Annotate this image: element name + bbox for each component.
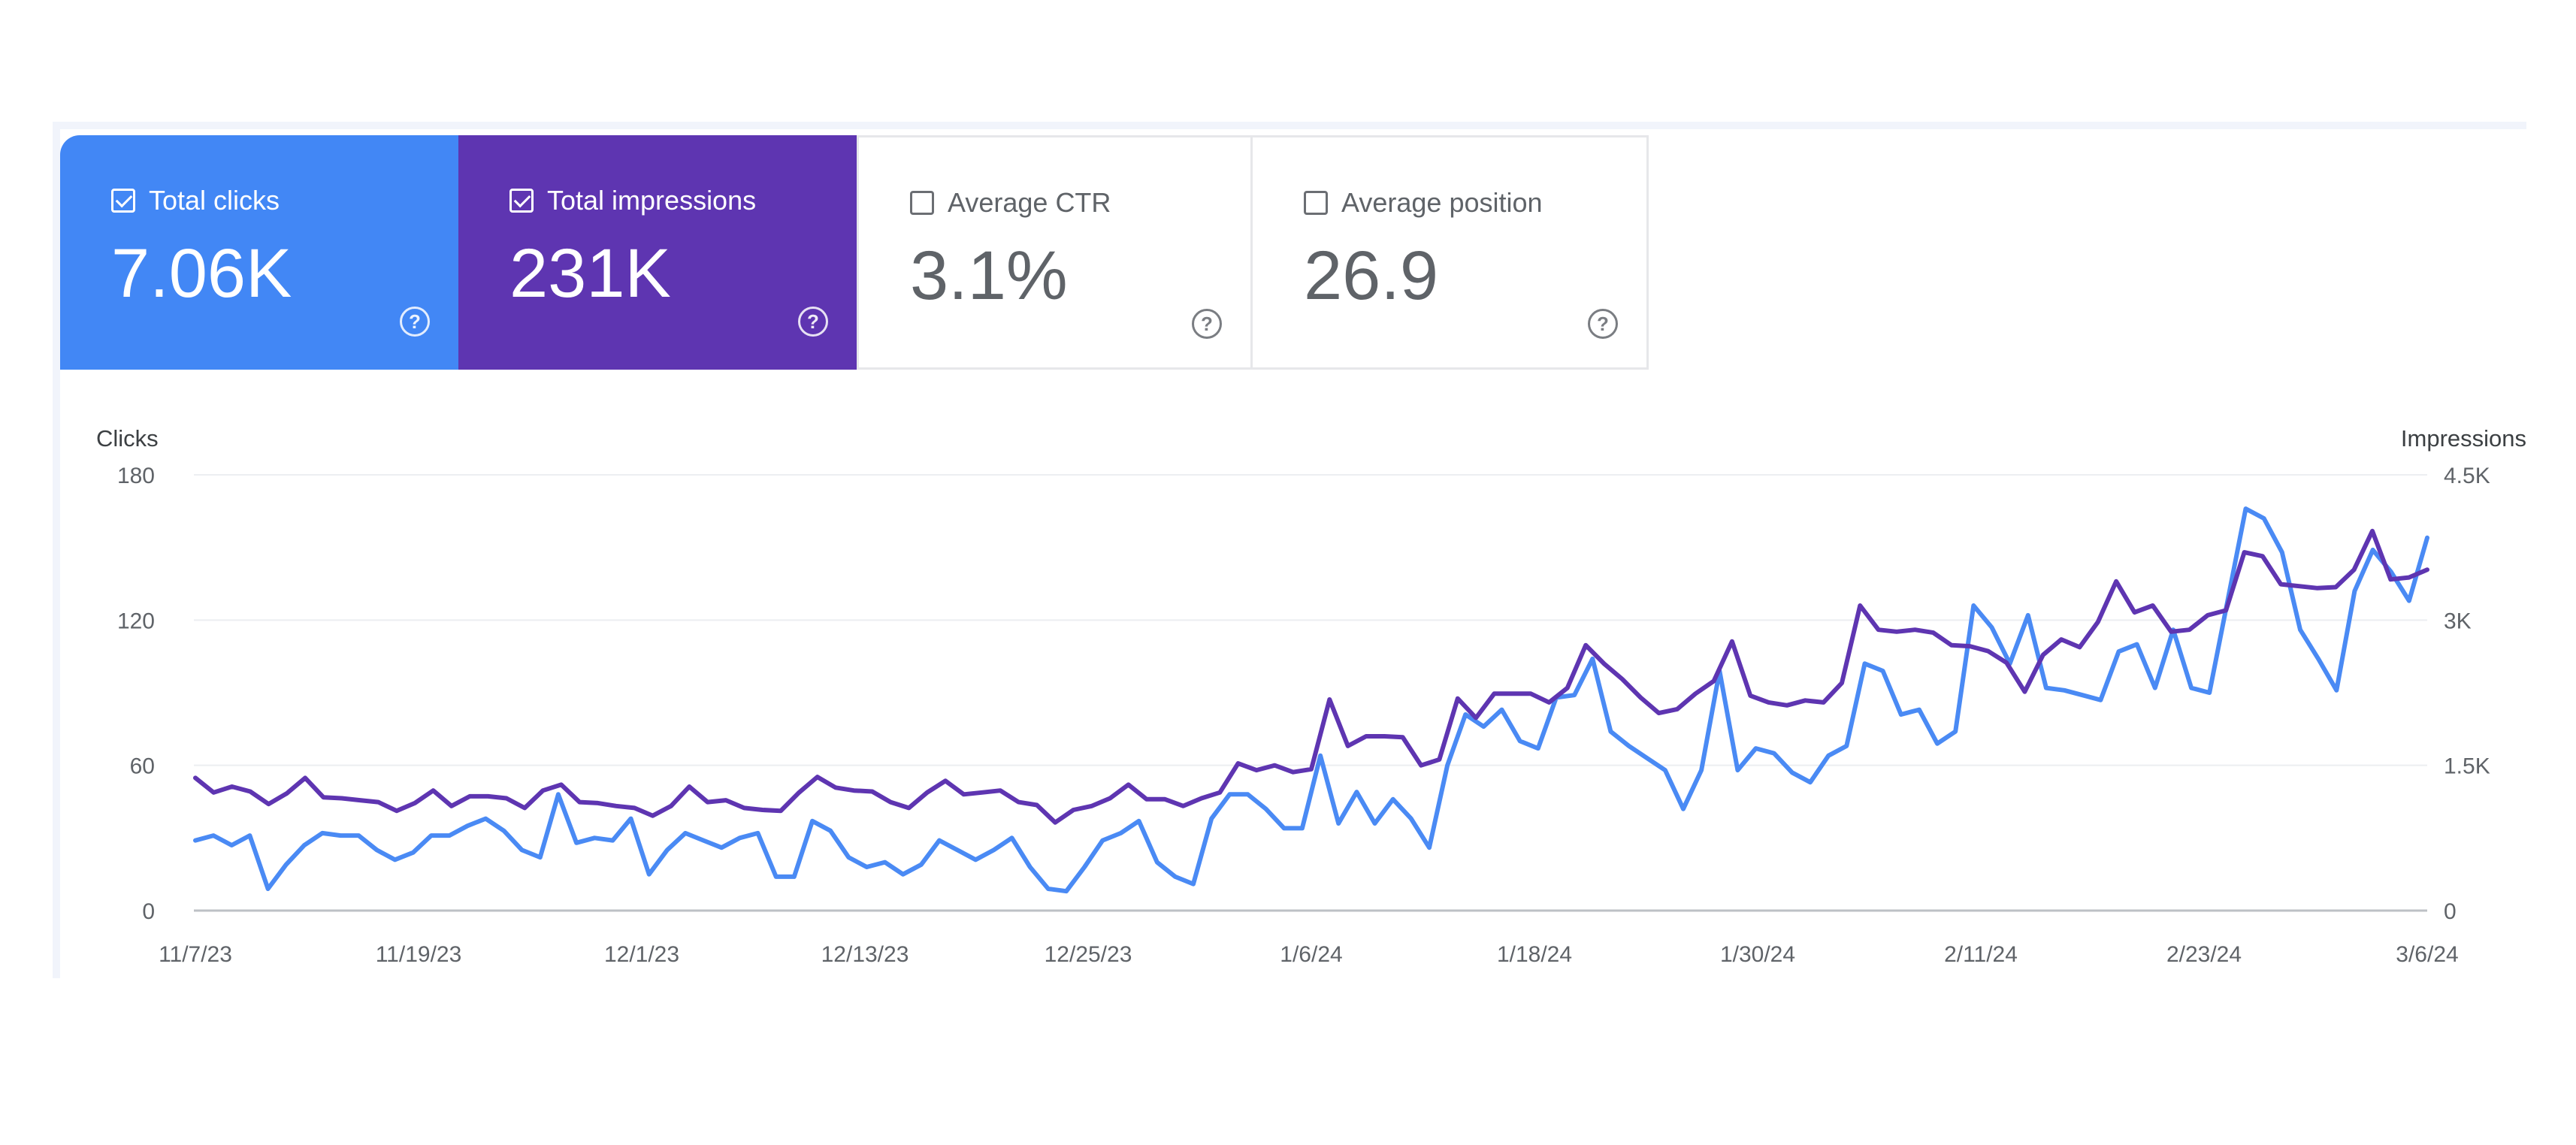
total-impressions-header[interactable]: Total impressions: [509, 185, 756, 216]
left-y-tick-label: 60: [130, 754, 155, 779]
total-impressions-card[interactable]: Total impressions 231K ?: [458, 135, 857, 370]
total-impressions-value: 231K: [509, 235, 671, 312]
x-tick-label: 1/18/24: [1497, 942, 1572, 967]
average-ctr-card[interactable]: Average CTR 3.1% ?: [857, 135, 1253, 370]
total-clicks-header[interactable]: Total clicks: [111, 185, 280, 216]
total-clicks-checkbox[interactable]: [111, 189, 135, 213]
right-y-tick-label: 4.5K: [2444, 464, 2490, 488]
x-tick-label: 1/6/24: [1280, 942, 1342, 967]
x-tick-label: 12/13/23: [821, 942, 909, 967]
total-impressions-checkbox[interactable]: [509, 189, 534, 213]
total-clicks-label: Total clicks: [149, 185, 280, 216]
average-position-label: Average position: [1341, 187, 1543, 218]
impressions-axis-title: Impressions: [2401, 425, 2526, 452]
average-position-header[interactable]: Average position: [1304, 187, 1543, 219]
left-y-tick-label: 180: [117, 464, 155, 488]
x-tick-label: 2/11/24: [1944, 942, 2018, 967]
average-ctr-value: 3.1%: [910, 237, 1068, 314]
x-tick-label: 3/6/24: [2396, 942, 2458, 967]
average-ctr-label: Average CTR: [948, 187, 1111, 218]
help-icon[interactable]: ?: [798, 307, 828, 337]
help-icon[interactable]: ?: [400, 307, 430, 337]
x-tick-label: 11/19/23: [376, 942, 462, 967]
total-impressions-label: Total impressions: [547, 185, 757, 216]
x-tick-label: 2/23/24: [2166, 942, 2242, 967]
x-tick-label: 11/7/23: [159, 942, 232, 967]
x-tick-label: 1/30/24: [1720, 942, 1795, 967]
average-position-card[interactable]: Average position 26.9 ?: [1250, 135, 1649, 370]
total-clicks-card[interactable]: Total clicks 7.06K ?: [60, 135, 458, 370]
total-clicks-value: 7.06K: [111, 235, 292, 312]
right-y-tick-label: 3K: [2444, 609, 2472, 633]
left-y-tick-label: 120: [117, 609, 155, 633]
average-position-value: 26.9: [1304, 237, 1439, 314]
average-ctr-checkbox[interactable]: [910, 191, 934, 215]
help-icon[interactable]: ?: [1588, 309, 1618, 339]
left-y-tick-label: 0: [142, 899, 155, 924]
help-icon[interactable]: ?: [1192, 309, 1222, 339]
x-tick-label: 12/1/23: [604, 942, 679, 967]
clicks-axis-title: Clicks: [96, 425, 159, 452]
right-y-tick-label: 0: [2444, 899, 2457, 924]
right-y-tick-label: 1.5K: [2444, 754, 2490, 779]
impressions-series-line: [193, 528, 2429, 825]
x-tick-label: 12/25/23: [1045, 942, 1132, 967]
average-position-checkbox[interactable]: [1304, 191, 1328, 215]
clicks-series-line: [193, 506, 2429, 894]
average-ctr-header[interactable]: Average CTR: [910, 187, 1111, 219]
